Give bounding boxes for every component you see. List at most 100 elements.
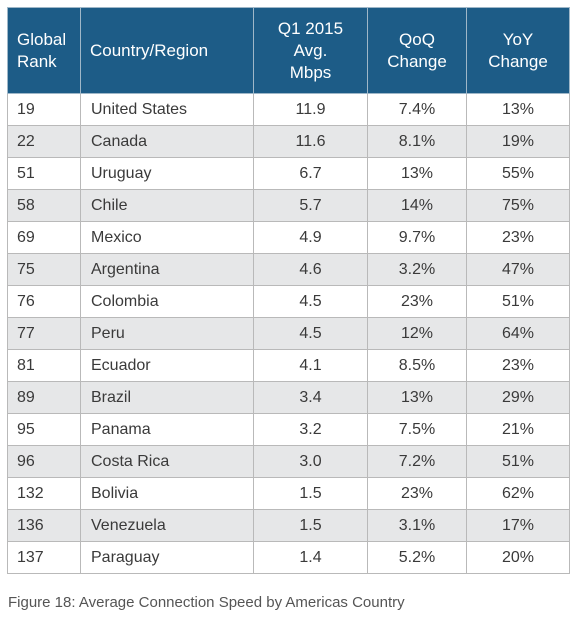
cell-avg-mbps: 5.7 [253,189,368,222]
cell-global-rank: 136 [7,509,81,542]
cell-avg-mbps: 3.0 [253,445,368,478]
cell-country-region: Colombia [80,285,254,318]
cell-avg-mbps: 4.6 [253,253,368,286]
cell-avg-mbps: 1.5 [253,477,368,510]
cell-qoq-change: 12% [367,317,467,350]
cell-country-region: Brazil [80,381,254,414]
cell-global-rank: 19 [7,93,81,126]
cell-country-region: Ecuador [80,349,254,382]
cell-qoq-change: 3.2% [367,253,467,286]
table-row: 81 Ecuador 4.1 8.5% 23% [7,349,570,382]
cell-avg-mbps: 11.9 [253,93,368,126]
cell-global-rank: 76 [7,285,81,318]
cell-global-rank: 77 [7,317,81,350]
cell-global-rank: 58 [7,189,81,222]
cell-yoy-change: 21% [466,413,570,446]
table-row: 22 Canada 11.6 8.1% 19% [7,125,570,158]
table-row: 77 Peru 4.5 12% 64% [7,317,570,350]
cell-qoq-change: 23% [367,285,467,318]
table-row: 89 Brazil 3.4 13% 29% [7,381,570,414]
cell-country-region: Panama [80,413,254,446]
header-line: Q1 2015 [277,18,344,38]
cell-avg-mbps: 4.1 [253,349,368,382]
cell-qoq-change: 9.7% [367,221,467,254]
cell-yoy-change: 23% [466,349,570,382]
cell-yoy-change: 51% [466,285,570,318]
cell-yoy-change: 62% [466,477,570,510]
cell-yoy-change: 13% [466,93,570,126]
header-line: Change [488,51,548,71]
cell-yoy-change: 20% [466,541,570,574]
cell-global-rank: 51 [7,157,81,190]
table-row: 19 United States 11.9 7.4% 13% [7,93,570,126]
cell-global-rank: 69 [7,221,81,254]
cell-global-rank: 95 [7,413,81,446]
cell-country-region: Canada [80,125,254,158]
cell-qoq-change: 23% [367,477,467,510]
cell-country-region: Costa Rica [80,445,254,478]
cell-country-region: Venezuela [80,509,254,542]
table-row: 51 Uruguay 6.7 13% 55% [7,157,570,190]
cell-qoq-change: 13% [367,381,467,414]
header-line: Rank [17,51,57,71]
cell-yoy-change: 17% [466,509,570,542]
header-line: QoQ [399,29,435,49]
cell-qoq-change: 8.1% [367,125,467,158]
cell-qoq-change: 7.2% [367,445,467,478]
figure-caption: Figure 18: Average Connection Speed by A… [8,594,405,611]
cell-avg-mbps: 4.5 [253,317,368,350]
header-global-rank: Global Rank [7,7,81,94]
cell-qoq-change: 13% [367,157,467,190]
cell-country-region: Peru [80,317,254,350]
cell-avg-mbps: 1.5 [253,509,368,542]
cell-global-rank: 22 [7,125,81,158]
header-line: Avg. [293,40,328,60]
cell-yoy-change: 51% [466,445,570,478]
cell-qoq-change: 3.1% [367,509,467,542]
cell-country-region: Uruguay [80,157,254,190]
cell-qoq-change: 7.4% [367,93,467,126]
cell-global-rank: 89 [7,381,81,414]
cell-country-region: Argentina [80,253,254,286]
table-row: 69 Mexico 4.9 9.7% 23% [7,221,570,254]
header-line: Change [387,51,447,71]
cell-global-rank: 137 [7,541,81,574]
cell-global-rank: 75 [7,253,81,286]
cell-country-region: Paraguay [80,541,254,574]
cell-yoy-change: 55% [466,157,570,190]
table-row: 75 Argentina 4.6 3.2% 47% [7,253,570,286]
cell-avg-mbps: 3.2 [253,413,368,446]
cell-avg-mbps: 1.4 [253,541,368,574]
cell-qoq-change: 5.2% [367,541,467,574]
cell-country-region: Mexico [80,221,254,254]
table-row: 58 Chile 5.7 14% 75% [7,189,570,222]
header-qoq-change: QoQ Change [367,7,467,94]
header-avg-mbps: Q1 2015 Avg. Mbps [253,7,368,94]
cell-yoy-change: 19% [466,125,570,158]
cell-country-region: United States [80,93,254,126]
cell-yoy-change: 29% [466,381,570,414]
cell-avg-mbps: 6.7 [253,157,368,190]
cell-avg-mbps: 4.5 [253,285,368,318]
cell-country-region: Bolivia [80,477,254,510]
cell-qoq-change: 8.5% [367,349,467,382]
cell-avg-mbps: 3.4 [253,381,368,414]
table-header-row: Global Rank Country/Region Q1 2015 Avg. … [7,7,570,94]
table-body: 19 United States 11.9 7.4% 13% 22 Canada 11.6 8.… [7,93,570,574]
header-line: Global [17,29,67,49]
cell-avg-mbps: 11.6 [253,125,368,158]
cell-qoq-change: 14% [367,189,467,222]
connection-speed-table-container: Global Rank Country/Region Q1 2015 Avg. … [7,7,570,574]
cell-yoy-change: 23% [466,221,570,254]
cell-yoy-change: 47% [466,253,570,286]
table-row: 132 Bolivia 1.5 23% 62% [7,477,570,510]
header-line: Country/Region [90,40,209,60]
header-line: Mbps [289,62,332,82]
table-row: 95 Panama 3.2 7.5% 21% [7,413,570,446]
cell-global-rank: 81 [7,349,81,382]
table-row: 96 Costa Rica 3.0 7.2% 51% [7,445,570,478]
header-yoy-change: YoY Change [466,7,570,94]
cell-avg-mbps: 4.9 [253,221,368,254]
cell-yoy-change: 64% [466,317,570,350]
table-row: 136 Venezuela 1.5 3.1% 17% [7,509,570,542]
